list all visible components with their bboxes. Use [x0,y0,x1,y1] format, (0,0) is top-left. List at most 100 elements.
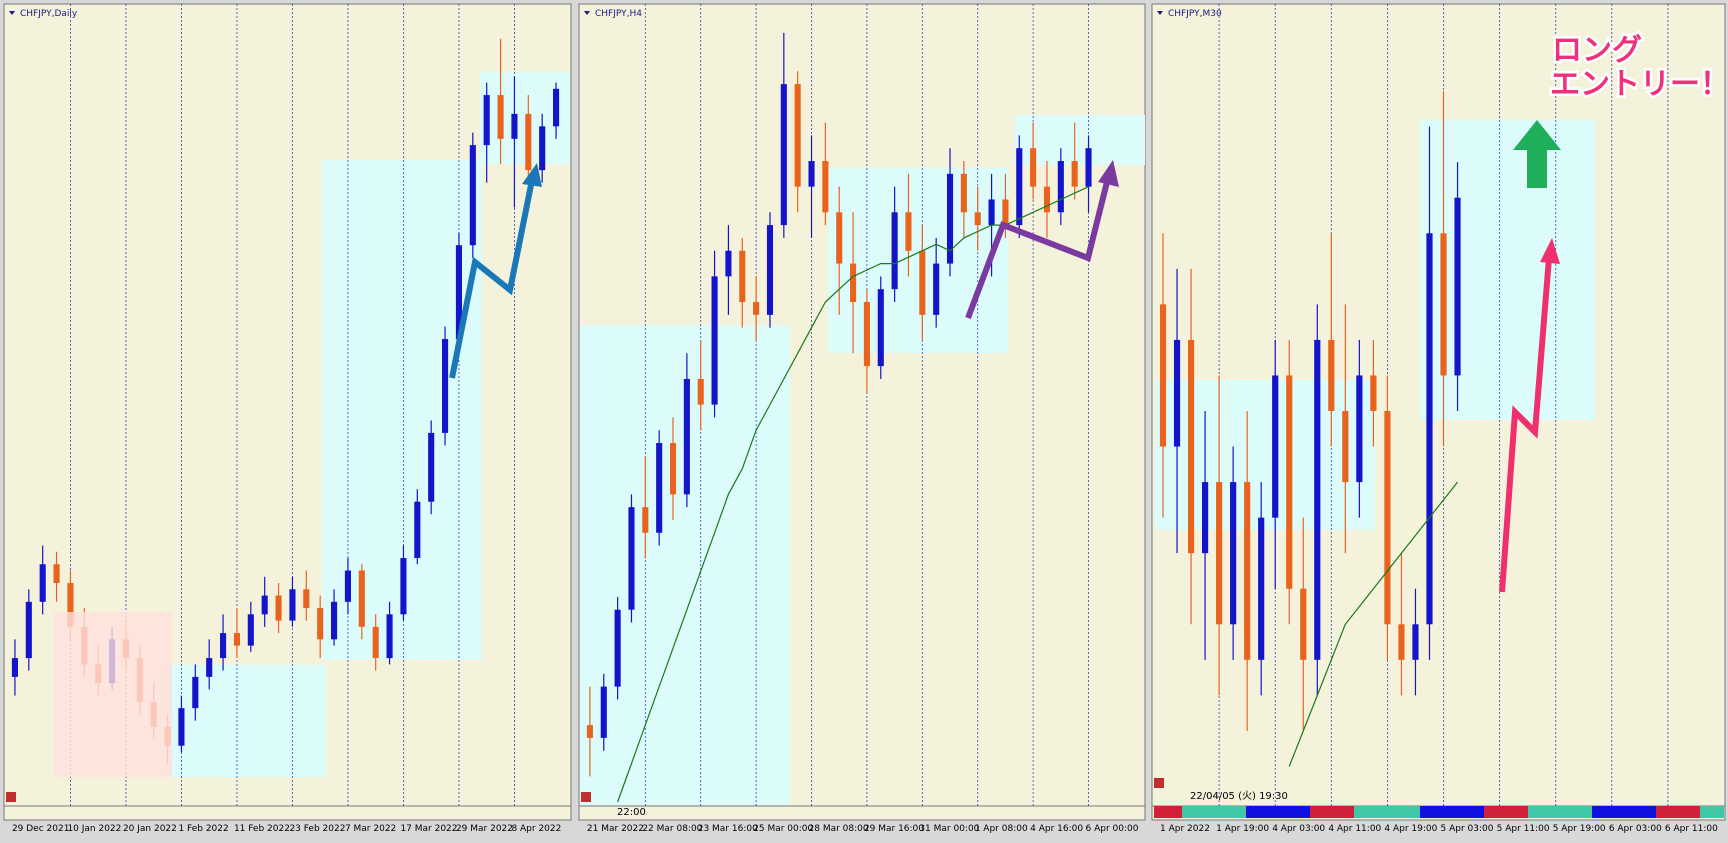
candle-body [511,113,518,139]
candle-body [428,432,435,502]
x-tick-label: 8 Apr 2022 [511,824,561,834]
candle-body [1370,375,1377,411]
candle-body [414,501,421,559]
candle-body [933,263,940,315]
chart-panel: CHFJPY,M30 1 Apr 2022 1 Apr 19:00 4 Apr 03:… [1151,3,1726,834]
chart-title: CHFJPY,H4 [595,9,642,19]
candle-body [974,212,981,226]
candle-body [53,564,60,584]
toolbar-icon [6,792,16,802]
x-tick-label: 25 Mar 00:00 [753,824,813,834]
x-tick-label: 28 Mar 08:00 [809,824,869,834]
zone [54,612,172,777]
candle-body [303,589,310,609]
x-tick-label: 21 Mar 2022 [587,824,644,834]
x-tick-label: 7 Mar 2022 [345,824,396,834]
candle-body [683,378,690,495]
zone [828,168,1008,353]
candle-body [1002,199,1009,226]
candle-body [642,507,649,533]
candle-body [919,250,926,315]
x-tick-label: 1 Feb 2022 [178,824,228,834]
candle-body [233,633,240,646]
candle-body [877,289,884,367]
candle-body [1230,482,1237,625]
candle-body [697,378,704,405]
candle-body [11,658,18,677]
candle-body [358,570,365,627]
x-tick-label: 5 Apr 03:00 [1441,824,1494,834]
x-tick-label: 6 Apr 00:00 [1086,824,1139,834]
moving-average [617,186,1089,803]
candle-body [836,212,843,264]
candle-body [1412,624,1419,660]
status-bar [1154,806,1724,818]
candle-body [946,173,954,264]
candle-body [400,558,407,615]
candle-body [711,276,718,405]
candle-body [442,339,449,433]
candle-body [725,250,732,277]
title-marker [584,11,590,15]
axis-strip [3,805,572,821]
zone [166,665,326,777]
arrow-head [1540,238,1560,264]
candle-body [344,570,351,602]
candle-body [289,589,296,621]
arrow-head [522,163,542,187]
annotation: エントリー！ [1550,67,1728,102]
candle-body [656,443,663,533]
candle-body [275,595,282,621]
candle-body [1300,588,1307,660]
candle-body [67,583,74,627]
candle-body [600,686,607,738]
x-tick-label: 22 Mar 08:00 [642,824,702,834]
candle-body [1030,148,1037,187]
candle-body [261,595,268,615]
candle-body [1187,339,1195,554]
candle-body [1085,148,1092,187]
x-tick-label: 6 Apr 11:00 [1665,824,1718,834]
chart-title: CHFJPY,Daily [20,9,78,19]
x-tick-label: 10 Jan 2022 [67,824,121,834]
arrow [965,177,1111,320]
long-arrow [1513,120,1561,188]
candle-body [960,173,967,213]
candle-body [553,88,560,127]
candle-body [1057,161,1064,213]
x-tick-label: 1 Apr 19:00 [1216,824,1269,834]
candle-body [766,225,774,315]
candle-body [178,708,185,746]
candle-body [1272,375,1279,518]
candle-body [614,609,621,687]
candle-body [386,614,393,659]
x-tick-label: 4 Apr 16:00 [1030,824,1083,834]
candle-body [220,633,227,659]
title-marker [1157,11,1163,15]
axis-strip [578,805,1146,821]
x-tick-label: 29 Dec 2021 [12,824,70,834]
candle-body [988,199,995,226]
candle-body [780,84,787,226]
candle-body [1356,375,1363,483]
candle-body [247,614,254,646]
chart-title: CHFJPY,M30 [1168,9,1222,19]
candle-body [1384,411,1391,625]
candle-body [1286,375,1293,589]
candle-body [822,161,829,213]
candle-body [850,263,857,303]
candle-body [794,84,801,187]
candle-body [525,113,532,171]
candle-body [905,212,912,251]
candle-body [39,564,46,602]
x-tick-label: 23 Feb 2022 [289,824,345,834]
candle-body [753,302,760,315]
candle-body [455,245,462,340]
x-tick-label: 4 Apr 11:00 [1328,824,1381,834]
annotation: ロング [1552,33,1642,68]
candle-body [1454,197,1461,376]
candle-body [808,161,815,187]
x-tick-label: 23 Mar 16:00 [698,824,758,834]
candle-body [1043,186,1051,213]
